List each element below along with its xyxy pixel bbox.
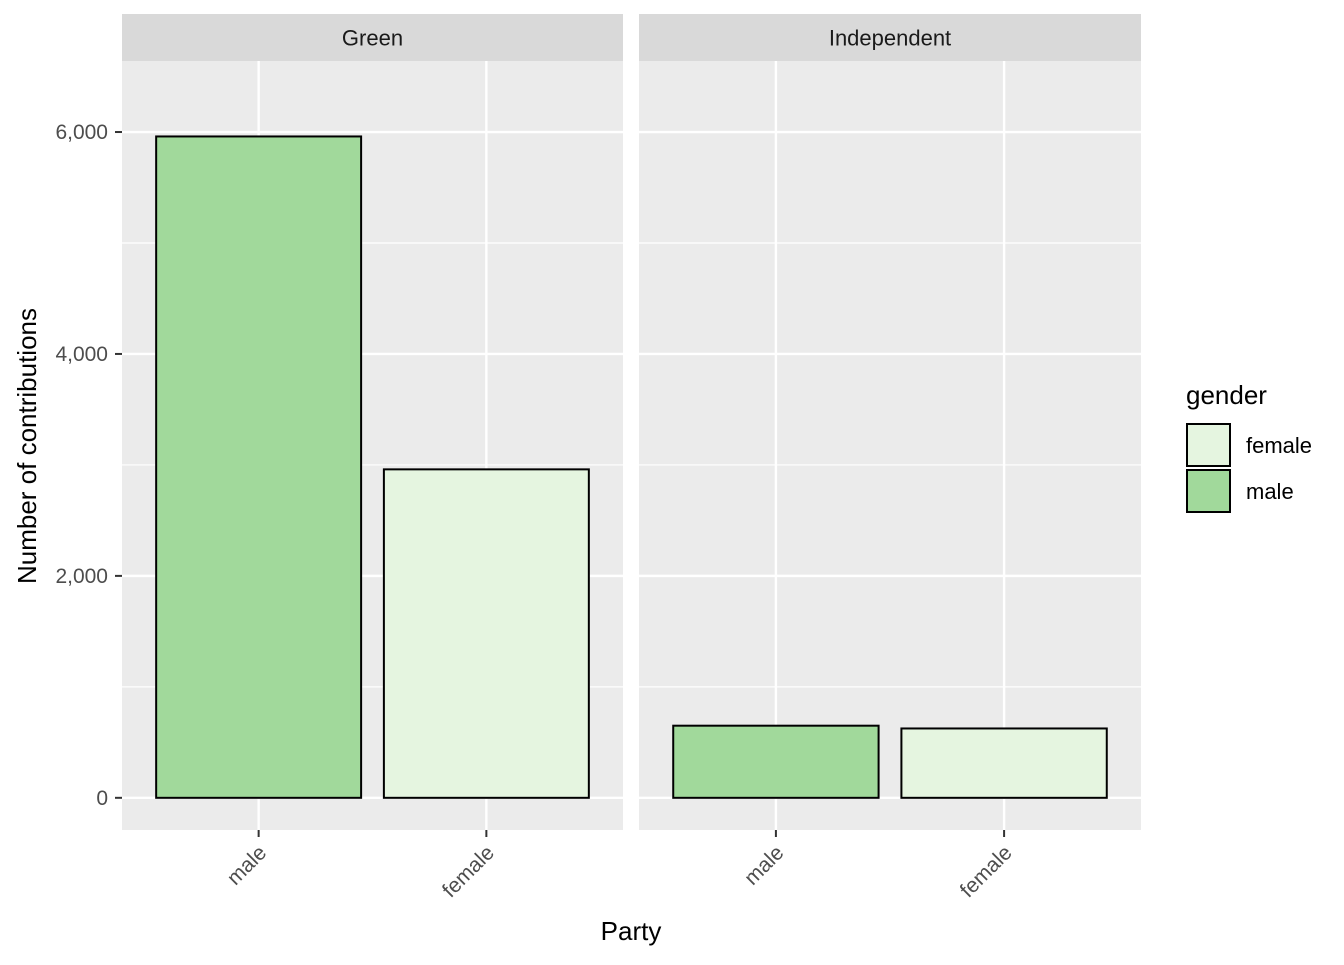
legend-label-female: female: [1246, 433, 1312, 458]
facet-strip-label: Green: [342, 26, 403, 51]
y-tick-label: 2,000: [55, 565, 108, 588]
y-tick-label: 0: [96, 787, 108, 810]
panel-background: [639, 61, 1141, 830]
facet-strip: [639, 14, 1141, 61]
x-tick-label: male: [740, 841, 788, 889]
legend-key-female: [1186, 423, 1231, 467]
y-tick-label: 6,000: [55, 121, 108, 144]
facet-panel-independent: Independent male female: [639, 14, 1141, 902]
bar-independent-male: [672, 724, 880, 799]
y-tick-label: 4,000: [55, 343, 108, 366]
x-axis-label: Party: [601, 916, 662, 946]
x-tick-label: male: [223, 841, 271, 889]
x-tick-label: female: [956, 841, 1017, 902]
legend-label-male: male: [1246, 479, 1294, 504]
facet-strip: [122, 14, 623, 61]
facet-strip-label: Independent: [829, 26, 951, 51]
y-axis-label: Number of contributions: [12, 308, 42, 584]
x-tick-label: female: [438, 841, 499, 902]
bar-independent-female: [900, 727, 1108, 799]
legend-key-male: [1186, 469, 1231, 513]
legend-title: gender: [1186, 380, 1267, 410]
bar-green-male: [155, 135, 363, 799]
legend: gender female male: [1186, 380, 1312, 513]
facet-panel-green: Green male female: [122, 14, 623, 902]
bar-green-female: [382, 468, 590, 799]
